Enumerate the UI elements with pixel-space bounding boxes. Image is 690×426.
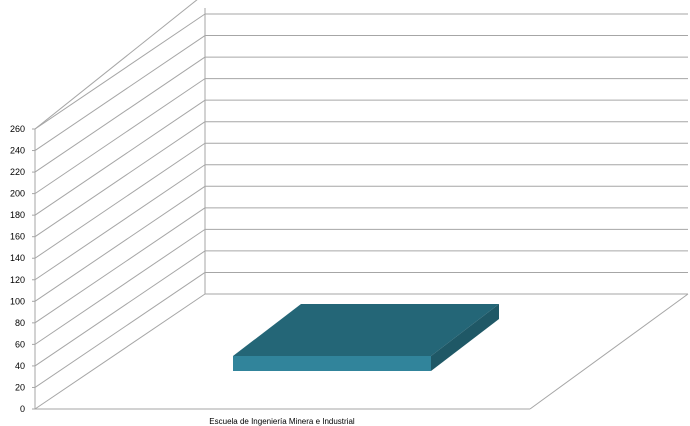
y-tick-label: 120 — [10, 275, 25, 285]
gridline-diagonal — [34, 164, 206, 281]
gridline-diagonal — [34, 121, 206, 238]
gridline-diagonal — [34, 78, 206, 195]
y-tick-label: 0 — [20, 404, 25, 414]
y-tick-label: 200 — [10, 189, 25, 199]
y-tick-label: 140 — [10, 253, 25, 263]
gridline-diagonal — [34, 185, 206, 302]
y-tick-label: 100 — [10, 296, 25, 306]
y-axis: 0 20 40 60 80 100 120 140 160 180 200 220 240 260 — [10, 124, 35, 414]
y-tick-label: 220 — [10, 167, 25, 177]
chart-walls — [34, 8, 689, 410]
gridline-diagonal — [34, 228, 206, 345]
bar-top-face — [233, 304, 499, 356]
y-tick-label: 60 — [15, 339, 25, 349]
gridline-diagonal — [34, 207, 206, 324]
gridline-diagonal — [34, 293, 206, 410]
gridline-diagonal — [34, 250, 206, 367]
y-tick-label: 260 — [10, 124, 25, 134]
bar-side-face — [431, 304, 499, 371]
y-tick-label: 240 — [10, 146, 25, 156]
gridline-diagonal — [34, 35, 206, 151]
y-tick-label: 80 — [15, 318, 25, 328]
gridline-diagonal-top — [34, 0, 198, 130]
x-category-label: Escuela de Ingeniería Minera e Industria… — [209, 417, 355, 426]
bars — [233, 304, 499, 371]
gridline-diagonal — [34, 272, 206, 388]
gridline-diagonal — [34, 99, 206, 216]
y-tick-label: 160 — [10, 232, 25, 242]
gridline-diagonal — [34, 13, 206, 130]
x-axis: Escuela de Ingeniería Minera e Industria… — [209, 417, 355, 426]
gridline-diagonal — [34, 56, 206, 173]
y-tick-label: 20 — [15, 382, 25, 392]
gridline-diagonal — [34, 142, 206, 259]
y-tick-label: 40 — [15, 361, 25, 371]
bar-front-face — [233, 356, 431, 371]
gridlines — [34, 0, 688, 410]
floor-right-edge — [529, 293, 689, 410]
y-tick-label: 180 — [10, 210, 25, 220]
